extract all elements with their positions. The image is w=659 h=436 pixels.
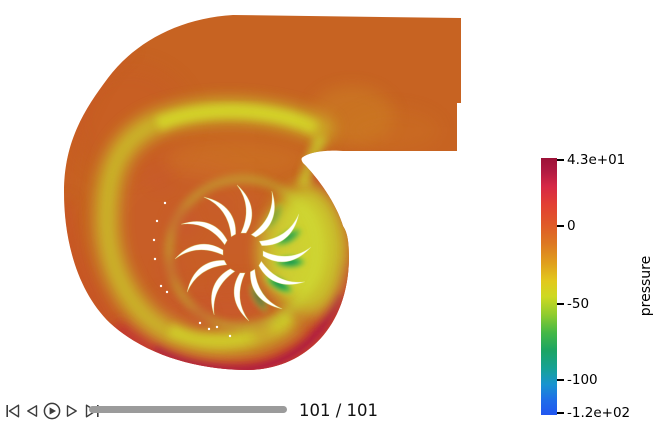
speckle-dot [159,284,163,288]
speckle-dot [152,238,156,242]
speckle-dot [153,257,157,261]
impeller-blade [258,260,305,285]
impeller-blade [181,221,228,246]
impeller-blade [211,268,236,315]
colorbar-min-label: -1.2e+02 [567,405,631,421]
colorbar-tick-label: 0 [567,218,576,234]
previous-frame-icon [27,405,38,417]
impeller-blade [258,213,300,246]
first-frame-icon [5,404,19,418]
impeller-blade [186,260,228,293]
speckle-dot [215,325,219,329]
speckle-dot [207,327,211,331]
impeller-blade [174,243,224,260]
colorbar-tick-neg50: -50 [557,296,589,312]
colorbar-tick-0: 0 [557,218,576,234]
speckle-dot [165,290,169,294]
tick-mark [557,412,564,414]
impeller-blade [233,272,250,322]
impeller-blade [250,191,275,238]
colorbar-tick-max: 4.3e+01 [557,152,625,168]
impeller-blade [262,246,312,263]
next-frame-button[interactable] [63,402,81,420]
colorbar-tick-label: -50 [567,296,590,312]
next-frame-icon [66,405,77,417]
play-button[interactable] [43,402,61,420]
tick-mark [557,225,564,227]
time-slider[interactable] [89,406,287,413]
speckle-dot [228,334,232,338]
impeller [174,184,312,322]
tick-mark [557,379,564,381]
colorbar-tick-min: -1.2e+02 [557,405,630,421]
colorbar-gradient [541,158,557,415]
tick-mark [557,159,564,161]
speckle-dot [198,321,202,325]
previous-frame-button[interactable] [23,402,41,420]
low-pressure-zone [247,282,270,315]
tick-mark [557,303,564,305]
colorbar-tick-label: -100 [567,372,598,388]
impeller-blade [203,196,236,238]
speckle-dot [155,219,159,223]
impeller-blade [250,268,283,310]
mesh-speckles [152,201,232,338]
frame-counter: 101 / 101 [299,401,379,420]
low-pressure-zone [272,226,305,249]
animation-controls [2,401,102,421]
speckle-dot [163,201,167,205]
colorbar-title: pressure [638,255,654,317]
impeller-blade [236,184,253,234]
colorbar-tick-neg100: -100 [557,372,598,388]
colorbar-max-label: 4.3e+01 [567,152,626,168]
first-frame-button[interactable] [3,402,21,420]
play-icon [43,402,61,420]
